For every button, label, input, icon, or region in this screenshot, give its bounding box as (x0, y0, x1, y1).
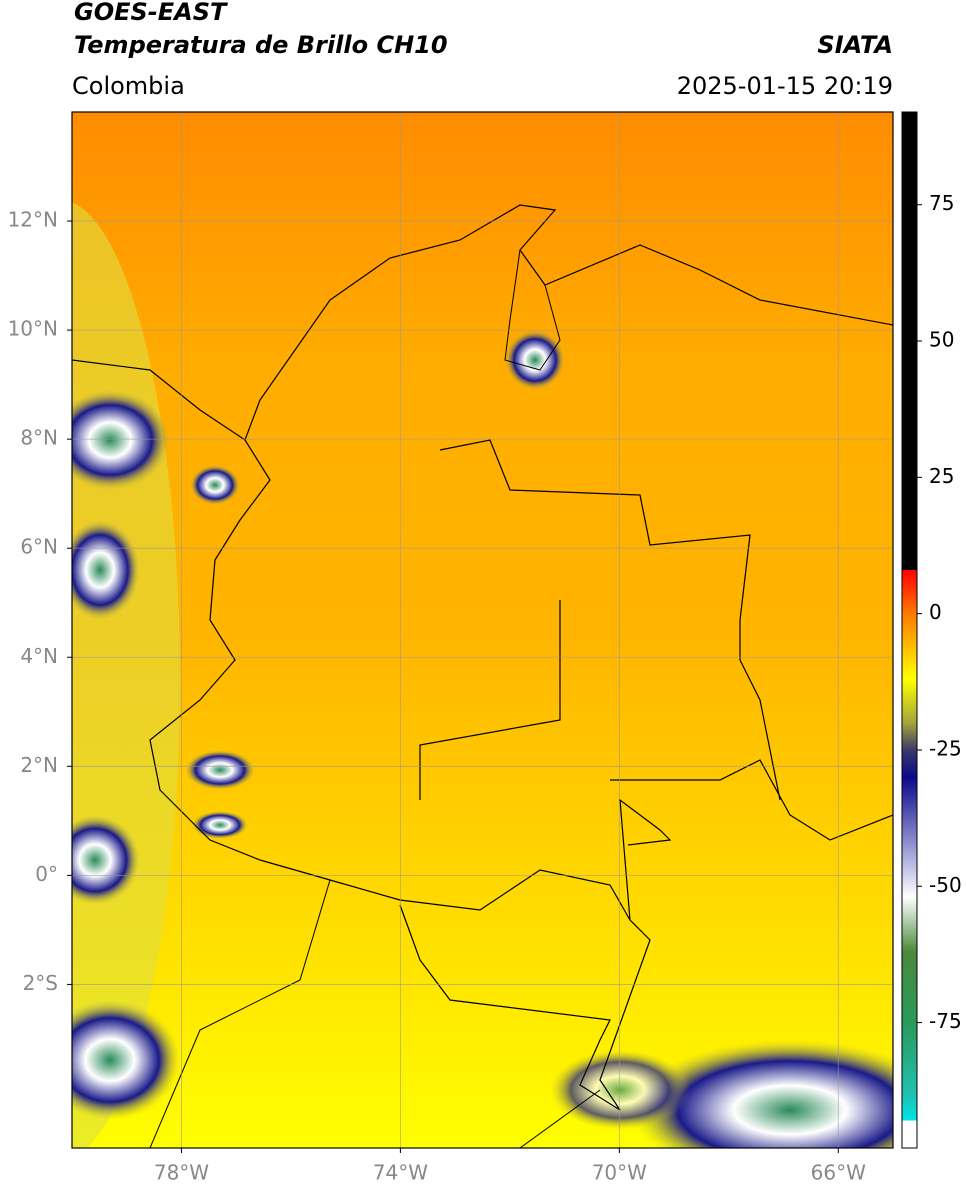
cloud (185, 750, 255, 790)
borders (149, 879, 601, 1148)
cloud (505, 330, 565, 390)
y-tick-label: 12°N (8, 208, 58, 232)
cloud (72, 520, 140, 620)
map-frame (71, 111, 894, 1149)
cloud (190, 465, 240, 505)
coastline (72, 204, 893, 441)
cloud (72, 1000, 180, 1120)
imagery (72, 112, 893, 1148)
x-tick-label: 74°W (373, 1161, 428, 1185)
datetime: 2025-01-15 20:19 (677, 72, 893, 100)
cloud (630, 1040, 893, 1148)
cloud (72, 815, 140, 905)
y-tick-label: 6°N (20, 535, 58, 559)
y-tick-label: 4°N (20, 644, 58, 668)
colorbar-tick-label: 50 (929, 328, 954, 352)
colorbar-tick-label: -75 (929, 1009, 962, 1033)
colorbar-body (901, 111, 918, 1149)
y-tick-label: 2°S (23, 971, 58, 995)
colorbar-tick-label: -50 (929, 873, 962, 897)
x-tick-label: 78°W (154, 1161, 209, 1185)
title: GOES-EAST (74, 0, 228, 26)
region: Colombia (72, 72, 185, 100)
lake (504, 249, 561, 371)
source: SIATA (817, 31, 893, 59)
title: Temperatura de Brillo CH10 (74, 31, 448, 59)
cloud (550, 1050, 690, 1130)
x-tick-label: 66°W (811, 1161, 866, 1185)
borders (149, 439, 893, 1111)
y-tick-label: 2°N (20, 753, 58, 777)
colorbar-tick-label: -25 (929, 736, 962, 760)
x-tick-label: 70°W (592, 1161, 647, 1185)
colorbar-tick-label: 0 (929, 600, 942, 624)
colorbar-tick-label: 25 (929, 464, 954, 488)
colorbar-tick-label: 75 (929, 191, 954, 215)
cloud (192, 811, 248, 839)
y-tick-label: 0° (35, 862, 58, 886)
cloud (72, 390, 170, 490)
background (72, 112, 893, 1148)
colorbar: 75 50 25 0 -25 -50 -75 (901, 111, 962, 1149)
y-tick-label: 10°N (8, 317, 58, 341)
y-tick-label: 8°N (20, 426, 58, 450)
